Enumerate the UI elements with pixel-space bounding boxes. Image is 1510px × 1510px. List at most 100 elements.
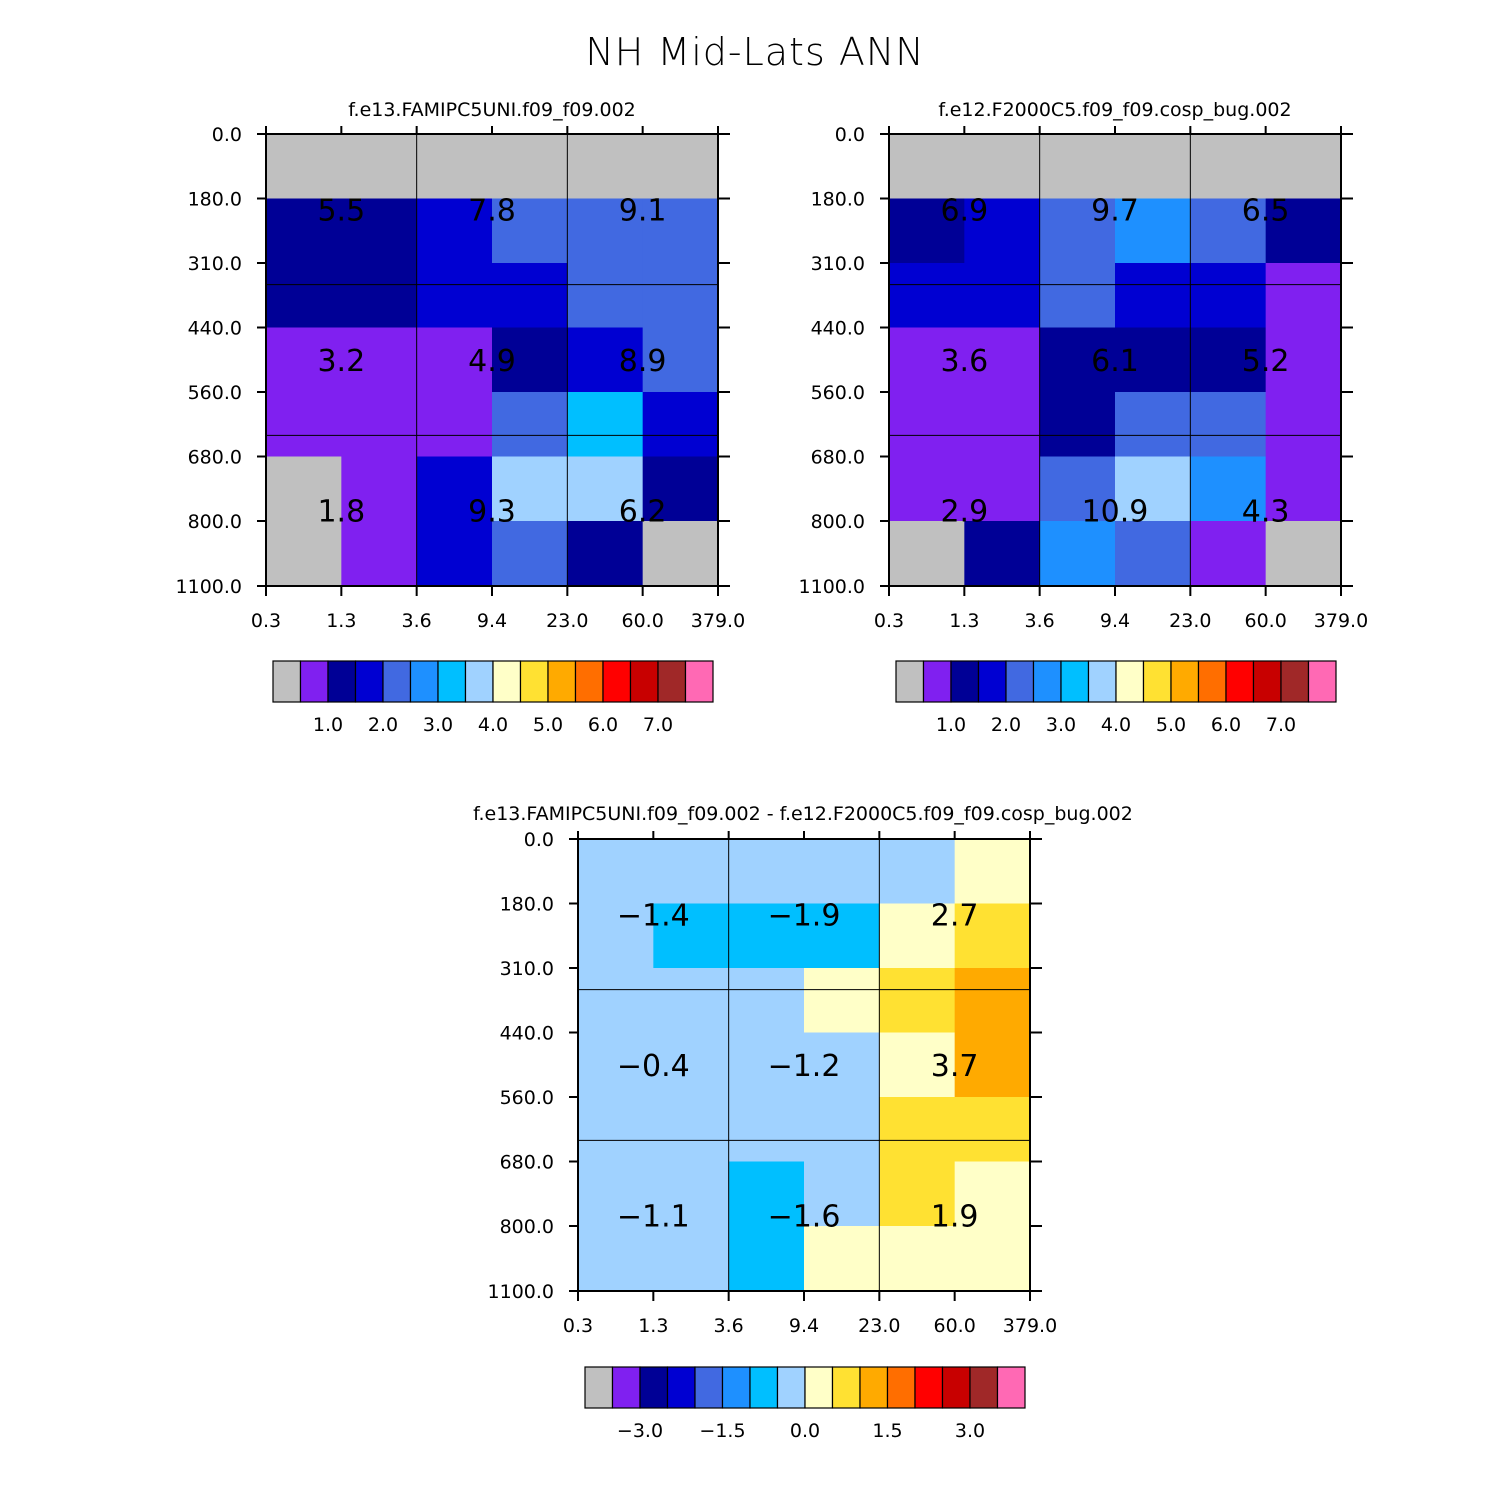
heatmap-cell — [266, 134, 342, 200]
colorbar-label: 7.0 — [643, 714, 673, 736]
block-total-label: 2.9 — [940, 495, 988, 530]
heatmap-cell — [653, 1161, 730, 1227]
block-total-label: 6.5 — [1242, 193, 1290, 228]
y-tick-label: 440.0 — [811, 318, 865, 340]
heatmap-cell — [567, 392, 644, 458]
heatmap-cell — [964, 263, 1041, 329]
heatmap-cell — [964, 134, 1041, 200]
heatmap-cell — [492, 456, 568, 522]
colorbar-swatch — [859, 1366, 889, 1409]
colorbar-swatch — [666, 1366, 696, 1409]
heatmap-cell — [1039, 521, 1116, 587]
heatmap-cell — [889, 134, 965, 200]
heatmap-cell — [266, 327, 342, 393]
colorbar-swatch — [1225, 660, 1255, 703]
colorbar-swatch — [804, 1366, 834, 1409]
left-panel-title: f.e13.FAMIPC5UNI.f09_f09.002 — [348, 99, 636, 121]
heatmap-cell — [416, 134, 493, 200]
heatmap-cell — [642, 198, 719, 264]
heatmap-cell — [889, 456, 965, 522]
colorbar-swatch — [299, 660, 329, 703]
heatmap-cell — [804, 1032, 880, 1098]
heatmap-cell — [642, 521, 719, 587]
colorbar-swatch — [272, 660, 302, 703]
colorbar-label: 1.0 — [313, 714, 343, 736]
y-tick-label: 180.0 — [188, 189, 242, 211]
heatmap-cell — [341, 198, 418, 264]
heatmap-cell — [804, 1161, 880, 1227]
heatmap-cell — [954, 903, 1031, 969]
heatmap-cell — [954, 1032, 1031, 1098]
x-tick-label: 0.3 — [251, 610, 281, 632]
block-total-label: 3.2 — [317, 344, 365, 379]
heatmap-cell — [964, 198, 1041, 264]
heatmap-cell — [567, 327, 644, 393]
y-tick-label: 560.0 — [500, 1087, 554, 1109]
block-total-label: 5.2 — [1242, 344, 1290, 379]
y-tick-label: 0.0 — [835, 124, 865, 146]
colorbar-swatch — [492, 660, 522, 703]
heatmap-cell — [653, 903, 730, 969]
block-total-label: 6.1 — [1091, 344, 1139, 379]
y-tick-label: 1100.0 — [176, 576, 242, 598]
heatmap-cell — [266, 392, 342, 458]
heatmap-cell — [492, 392, 568, 458]
heatmap-cell — [1190, 134, 1267, 200]
heatmap-cell — [341, 263, 418, 329]
x-tick-label: 9.4 — [477, 610, 507, 632]
colorbar-swatch — [1115, 660, 1145, 703]
x-tick-label: 9.4 — [1100, 610, 1130, 632]
heatmap-cell — [1115, 392, 1191, 458]
block-total-label: 9.3 — [468, 495, 516, 530]
heatmap-cell — [1039, 392, 1116, 458]
heatmap-cell — [642, 327, 719, 393]
y-tick-label: 680.0 — [811, 447, 865, 469]
colorbar-swatch — [969, 1366, 999, 1409]
colorbar-swatch — [950, 660, 980, 703]
colorbar-label: 6.0 — [1211, 714, 1241, 736]
heatmap-cell — [416, 263, 493, 329]
heatmap-cell — [653, 968, 730, 1034]
heatmap-cell — [954, 839, 1031, 905]
y-tick-label: 0.0 — [524, 829, 554, 851]
x-tick-label: 379.0 — [691, 610, 745, 632]
right-heatmap-chart: 0.3 1.3 3.6 9.4 23.0 60.0 379.0 0.0 180.0 310.0 44… — [799, 124, 1369, 736]
heatmap-cell — [567, 521, 644, 587]
colorbar-swatch — [684, 660, 714, 703]
heatmap-cell — [653, 839, 730, 905]
x-tick-label: 0.3 — [874, 610, 904, 632]
heatmap-cell — [642, 134, 719, 200]
heatmap-cell — [578, 968, 654, 1034]
main-title: NH Mid-Lats ANN — [585, 30, 925, 74]
colorbar-label: 1.0 — [936, 714, 966, 736]
heatmap-cell — [1190, 198, 1267, 264]
heatmap-cell — [1190, 263, 1267, 329]
heatmap-cell — [879, 1032, 956, 1098]
heatmap-cell — [964, 456, 1041, 522]
block-total-label: 10.9 — [1082, 495, 1149, 530]
colorbar-swatch — [354, 660, 384, 703]
block-total-label: −1.4 — [617, 898, 690, 933]
heatmap-cell — [341, 392, 418, 458]
colorbar-swatch — [895, 660, 925, 703]
block-total-label: 6.9 — [940, 193, 988, 228]
heatmap-cell — [954, 1226, 1031, 1292]
colorbar-swatch — [1170, 660, 1200, 703]
colorbar-label: −3.0 — [617, 1420, 663, 1442]
colorbar-swatch — [1087, 660, 1117, 703]
x-tick-label: 1.3 — [326, 610, 356, 632]
colorbar-label: −1.5 — [699, 1420, 745, 1442]
colorbar-swatch — [1142, 660, 1172, 703]
block-total-label: 7.8 — [468, 193, 516, 228]
colorbar-swatch — [977, 660, 1007, 703]
y-tick-label: 180.0 — [500, 894, 554, 916]
heatmap-cell — [1039, 263, 1116, 329]
heatmap-cell — [889, 198, 965, 264]
heatmap-cell — [1039, 456, 1116, 522]
heatmap-cell — [879, 903, 956, 969]
heatmap-cell — [567, 263, 644, 329]
heatmap-cell — [804, 1226, 880, 1292]
block-total-label: 1.9 — [931, 1200, 979, 1235]
colorbar-swatch — [941, 1366, 971, 1409]
heatmap-cell — [341, 521, 418, 587]
